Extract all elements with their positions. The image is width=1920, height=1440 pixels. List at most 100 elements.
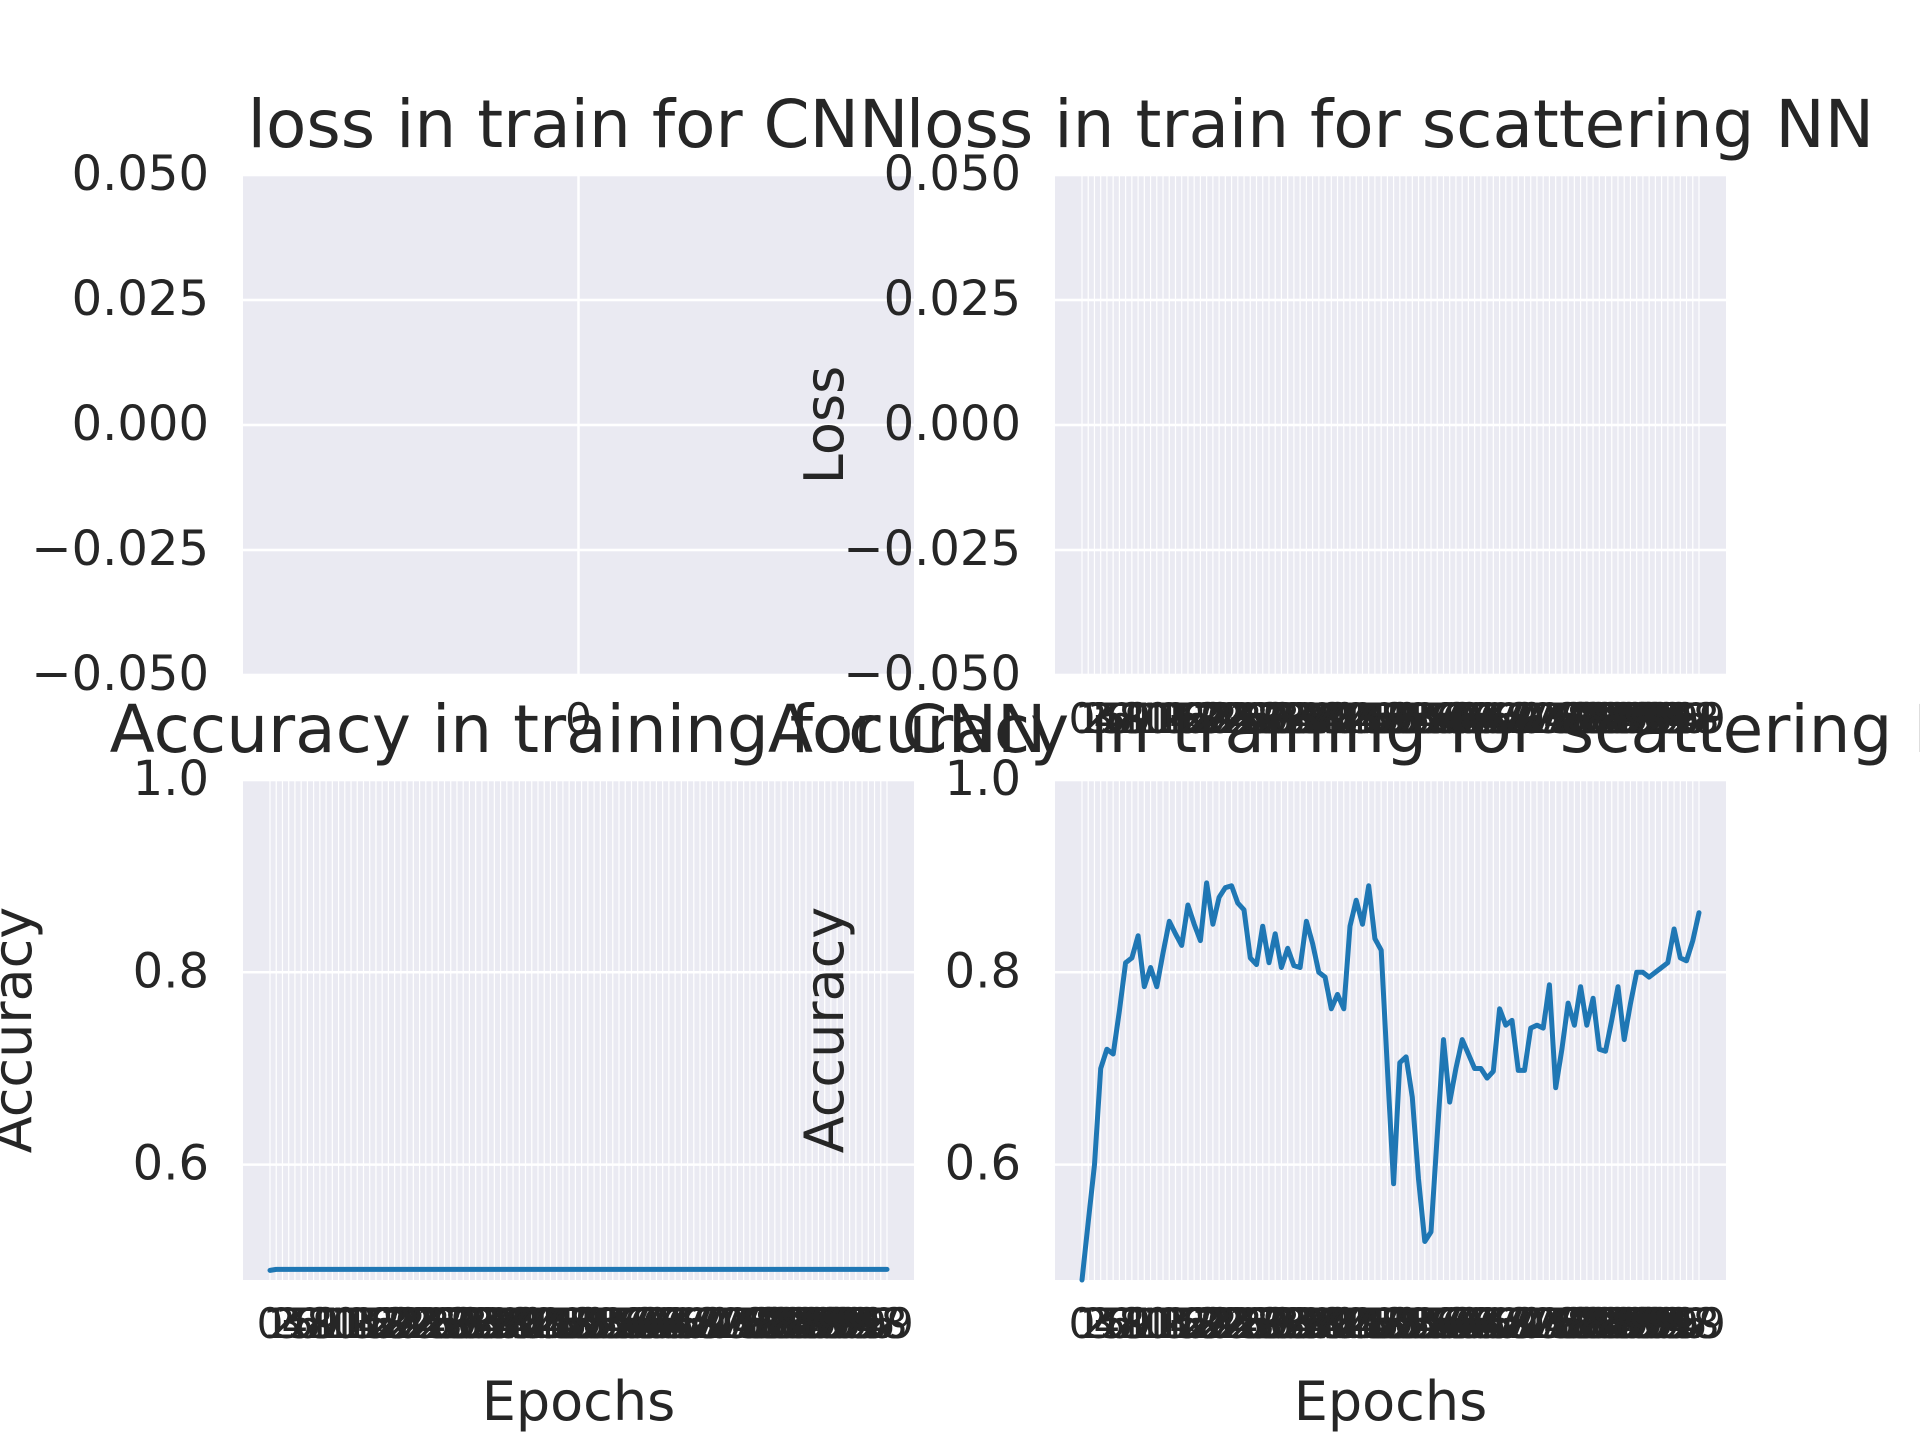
x-tick-label: 59 xyxy=(611,1299,664,1348)
x-tick-label: 32 xyxy=(443,1299,496,1348)
x-tick-label: 61 xyxy=(1435,694,1488,743)
x-tick-label: 70 xyxy=(1492,1299,1545,1348)
x-tick-label: 25 xyxy=(399,1299,452,1348)
x-tick-label: 32 xyxy=(1255,1299,1308,1348)
x-tick-label: 2 xyxy=(1081,1299,1108,1348)
x-tick-label: 2 xyxy=(1081,694,1108,743)
x-tick-label: 62 xyxy=(630,1299,683,1348)
x-axis-label: Epochs xyxy=(1294,1370,1487,1433)
x-tick-label: 3 xyxy=(275,1299,302,1348)
y-tick-label: 0.8 xyxy=(133,943,209,999)
x-tick-label: 90 xyxy=(804,1299,857,1348)
x-tick-label: 54 xyxy=(1392,694,1445,743)
x-tick-label: 8 xyxy=(1118,1299,1145,1348)
x-tick-label: 41 xyxy=(1311,1299,1364,1348)
x-tick-label: 70 xyxy=(680,1299,733,1348)
x-tick-label: 5 xyxy=(1100,694,1127,743)
chart-panel-1: 0 −0.050 −0.025 0.000 0.025 0.050 loss in trai… xyxy=(31,86,914,743)
x-tick-label: 37 xyxy=(1286,1299,1339,1348)
chart-title: Accuracy in training for CNN xyxy=(110,691,1047,768)
x-tick-label: 81 xyxy=(1560,694,1613,743)
x-tick-label: 60 xyxy=(1429,694,1482,743)
x-tick-label: 43 xyxy=(1323,1299,1376,1348)
x-tick-label: 69 xyxy=(1485,1299,1538,1348)
x-tick-label: 77 xyxy=(1535,1299,1588,1348)
x-tick-label: 7 xyxy=(1112,1299,1139,1348)
x-tick-label: 30 xyxy=(430,1299,483,1348)
x-tick-label: 73 xyxy=(698,1299,751,1348)
x-tick-label: 99 xyxy=(1672,1299,1725,1348)
x-tick-label: 16 xyxy=(343,1299,396,1348)
x-tick-label: 36 xyxy=(1280,694,1333,743)
chart-panel-3: 0123456789101112131415161718192021222324… xyxy=(0,691,1046,1433)
x-tick-label: 59 xyxy=(1423,694,1476,743)
x-tick-label: 11 xyxy=(1124,1299,1177,1348)
y-axis-label: Accuracy xyxy=(0,907,44,1154)
x-tick-label: 45 xyxy=(1336,694,1389,743)
x-tick-label: 97 xyxy=(848,1299,901,1348)
x-tick-label: 68 xyxy=(1479,1299,1532,1348)
x-tick-label: 65 xyxy=(1460,694,1513,743)
x-tick-label: 82 xyxy=(1566,694,1619,743)
y-tick-label: 0.025 xyxy=(72,271,209,327)
x-tick-label: 35 xyxy=(461,1299,514,1348)
x-tick-label: 94 xyxy=(1641,1299,1694,1348)
x-tick-label: 42 xyxy=(1317,694,1370,743)
x-tick-label: 26 xyxy=(1217,1299,1270,1348)
x-tick-label: 24 xyxy=(1205,694,1258,743)
x-tick-label: 68 xyxy=(1479,694,1532,743)
x-tick-label: 77 xyxy=(723,1299,776,1348)
x-tick-label: 18 xyxy=(1167,694,1220,743)
x-tick-label: 74 xyxy=(704,1299,757,1348)
x-tick-label: 13 xyxy=(1136,694,1189,743)
x-tick-label: 5 xyxy=(288,1299,315,1348)
x-tick-label: 53 xyxy=(574,1299,627,1348)
x-tick-label: 36 xyxy=(1280,1299,1333,1348)
x-tick-label: 22 xyxy=(380,1299,433,1348)
chart-title: loss in train for scattering NN xyxy=(906,86,1874,163)
x-tick-label: 8 xyxy=(306,1299,333,1348)
x-tick-label: 27 xyxy=(1224,694,1277,743)
x-tick-label: 66 xyxy=(1467,1299,1520,1348)
x-tick-label: 46 xyxy=(1342,1299,1395,1348)
x-tick-label: 19 xyxy=(362,1299,415,1348)
x-tick-label: 58 xyxy=(605,1299,658,1348)
x-tick-label: 44 xyxy=(517,1299,570,1348)
x-tick-label: 95 xyxy=(1647,694,1700,743)
x-tick-label: 96 xyxy=(1654,694,1707,743)
x-tick-label: 50 xyxy=(1367,1299,1420,1348)
x-tick-label: 19 xyxy=(1174,1299,1227,1348)
x-tick-label: 69 xyxy=(673,1299,726,1348)
y-tick-label: 0.050 xyxy=(884,146,1021,202)
y-tick-label: 0.000 xyxy=(884,396,1021,452)
x-tick-label: 87 xyxy=(1597,1299,1650,1348)
x-tick-label: 64 xyxy=(1454,1299,1507,1348)
x-tick-label: 42 xyxy=(505,1299,558,1348)
x-tick-label: 62 xyxy=(1442,1299,1495,1348)
x-tick-label: 78 xyxy=(729,1299,782,1348)
x-tick-label: 86 xyxy=(1591,1299,1644,1348)
x-tick-label: 80 xyxy=(742,1299,795,1348)
x-tick-label: 17 xyxy=(1161,694,1214,743)
x-tick-label: 91 xyxy=(1622,1299,1675,1348)
x-tick-label: 87 xyxy=(1597,694,1650,743)
x-tick-label: 79 xyxy=(736,1299,789,1348)
x-tick-label: 35 xyxy=(1273,1299,1326,1348)
x-tick-label: 70 xyxy=(1492,694,1545,743)
x-tick-label: 48 xyxy=(1354,1299,1407,1348)
x-tick-label: 50 xyxy=(1367,694,1420,743)
x-tick-label: 16 xyxy=(1155,694,1208,743)
x-tick-label: 21 xyxy=(374,1299,427,1348)
x-tick-label: 23 xyxy=(1199,1299,1252,1348)
x-tick-label: 63 xyxy=(636,1299,689,1348)
x-tick-label: 39 xyxy=(486,1299,539,1348)
x-tick-label: 73 xyxy=(1510,694,1563,743)
x-tick-label: 20 xyxy=(368,1299,421,1348)
x-tick-label: 93 xyxy=(1635,1299,1688,1348)
x-tick-label: 60 xyxy=(617,1299,670,1348)
x-tick-label: 72 xyxy=(1504,694,1557,743)
x-tick-label: 40 xyxy=(1305,1299,1358,1348)
x-tick-label: 97 xyxy=(1660,694,1713,743)
y-tick-label: 0.6 xyxy=(133,1136,209,1192)
x-tick-label: 22 xyxy=(1192,1299,1245,1348)
